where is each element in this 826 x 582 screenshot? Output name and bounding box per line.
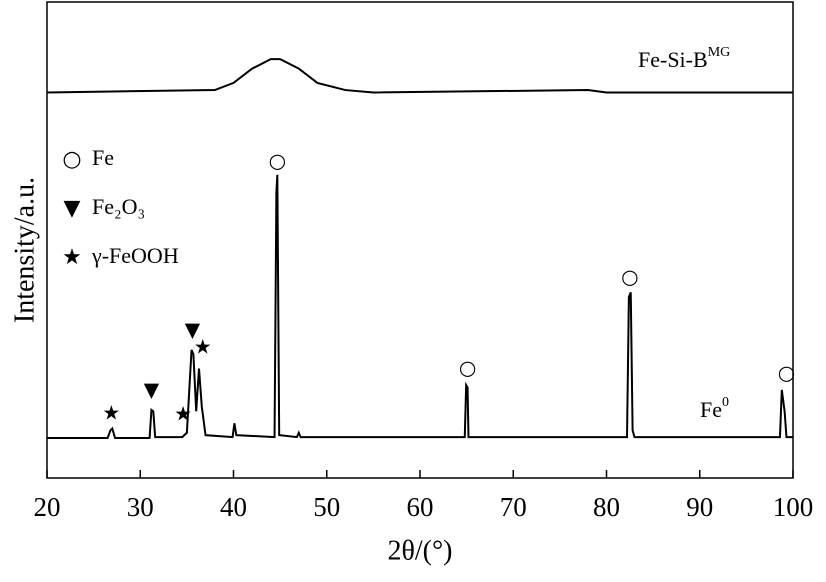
plot-frame bbox=[46, 1, 794, 479]
legend-symbol: ★ bbox=[62, 245, 82, 270]
phase-marker: ○ bbox=[778, 361, 795, 385]
series-name: Fe bbox=[700, 397, 722, 422]
legend-label: Fe bbox=[92, 145, 114, 170]
phase-marker: ★ bbox=[174, 402, 192, 426]
phase-marker: ▼ bbox=[144, 377, 160, 401]
x-tick-label: 20 bbox=[34, 492, 61, 522]
phase-marker: ★ bbox=[194, 335, 212, 359]
phase-marker: ○ bbox=[459, 355, 476, 379]
legend-label: γ-FeOOH bbox=[91, 243, 179, 268]
phase-marker: ★ bbox=[102, 401, 120, 425]
series-label: Fe0 bbox=[700, 395, 729, 422]
phase-marker: ○ bbox=[621, 265, 638, 289]
x-tick-label: 100 bbox=[773, 492, 814, 522]
x-tick-label: 70 bbox=[500, 492, 527, 522]
x-tick-label: 50 bbox=[313, 492, 340, 522]
series-superscript: 0 bbox=[722, 395, 729, 410]
x-tick-label: 40 bbox=[220, 492, 247, 522]
x-axis-label: 2θ/(°) bbox=[387, 535, 452, 566]
legend-symbol: ○ bbox=[62, 147, 81, 172]
phase-marker: ▼ bbox=[185, 317, 201, 341]
x-tick-label: 30 bbox=[127, 492, 154, 522]
y-axis-label: Intensity/a.u. bbox=[9, 177, 40, 323]
legend-label: Fe₂O₃ bbox=[92, 194, 145, 219]
xrd-pattern bbox=[47, 174, 793, 440]
x-tick-label: 80 bbox=[593, 492, 620, 522]
phase-marker: ○ bbox=[269, 148, 286, 172]
series-label: Fe-Si-BMG bbox=[638, 45, 730, 72]
xrd-pattern bbox=[46, 58, 793, 94]
series-name: Fe-Si-B bbox=[638, 47, 708, 72]
series-superscript: MG bbox=[708, 45, 731, 60]
x-tick-label: 60 bbox=[407, 492, 434, 522]
legend-symbol: ▼ bbox=[64, 196, 81, 221]
x-tick-label: 90 bbox=[686, 492, 713, 522]
